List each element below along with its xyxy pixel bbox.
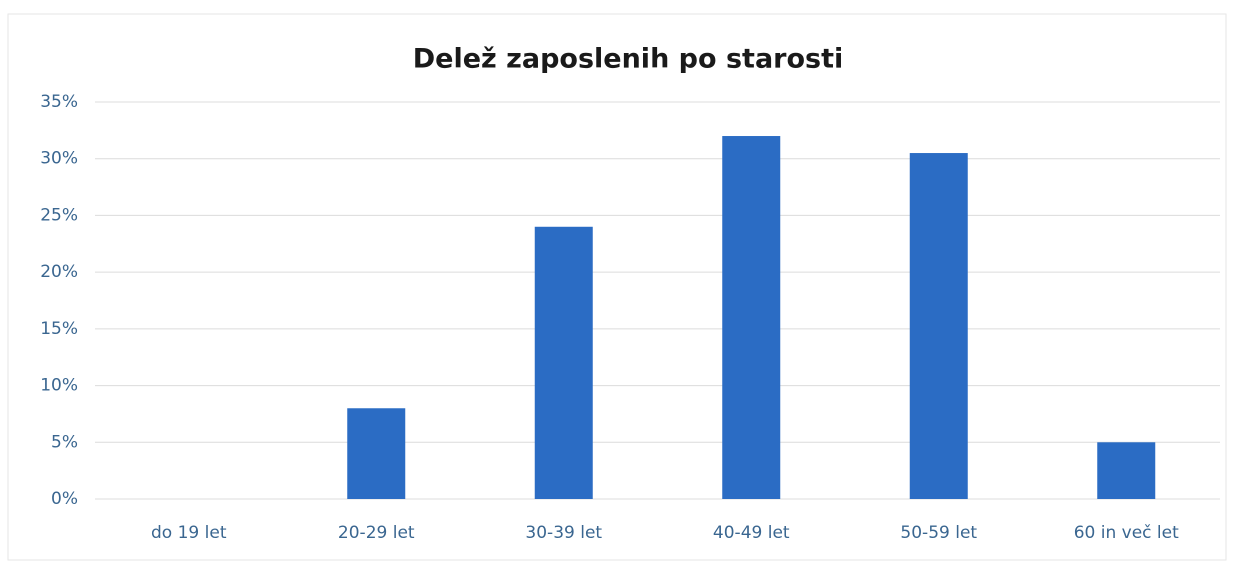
y-tick-label: 20% — [40, 262, 78, 282]
y-tick-label: 10% — [40, 376, 78, 396]
x-tick-label: 20-29 let — [338, 523, 415, 543]
chart-title: Delež zaposlenih po starosti — [413, 44, 844, 75]
y-tick-label: 5% — [51, 432, 78, 452]
x-tick-label: 50-59 let — [900, 523, 977, 543]
bar — [1097, 442, 1156, 499]
bar — [909, 153, 968, 500]
bar — [722, 136, 781, 499]
y-tick-label: 25% — [40, 205, 78, 225]
y-tick-label: 30% — [40, 149, 78, 169]
x-tick-label: 30-39 let — [525, 523, 602, 543]
x-tick-label: do 19 let — [151, 523, 227, 543]
y-tick-label: 0% — [51, 489, 78, 509]
x-tick-label: 60 in več let — [1074, 523, 1179, 543]
bar — [347, 408, 406, 499]
y-tick-label: 15% — [40, 319, 78, 339]
bar — [534, 226, 593, 499]
x-tick-label: 40-49 let — [713, 523, 790, 543]
y-tick-label: 35% — [40, 92, 78, 112]
chart-border — [7, 13, 1227, 561]
